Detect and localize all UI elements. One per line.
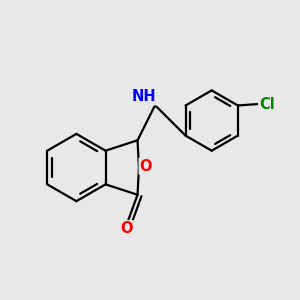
Text: Cl: Cl xyxy=(260,97,275,112)
Text: O: O xyxy=(140,159,152,174)
Text: O: O xyxy=(120,221,133,236)
Text: NH: NH xyxy=(131,89,156,104)
